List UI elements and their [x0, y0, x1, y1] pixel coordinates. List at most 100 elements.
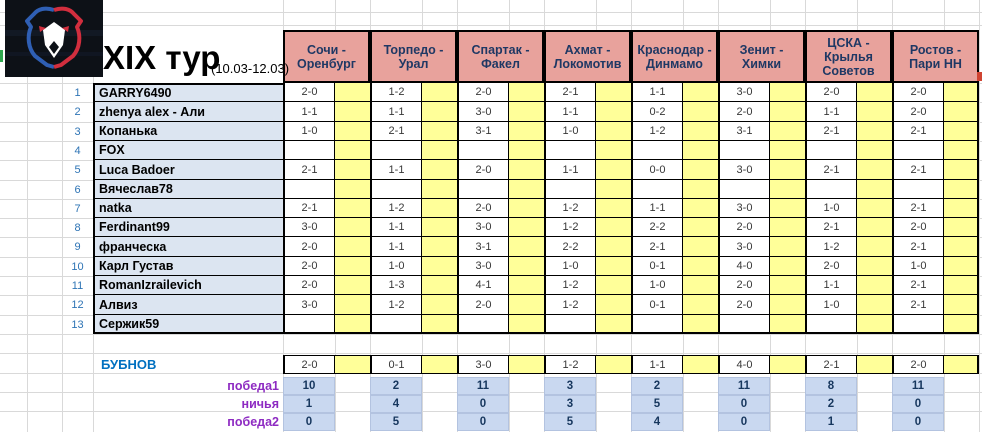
prediction-cell[interactable]: 2-2	[544, 237, 596, 257]
row-number[interactable]: 11	[71, 279, 84, 292]
points-cell[interactable]	[857, 83, 892, 102]
player-name-cell[interactable]: RomanIzrailevich	[93, 276, 283, 295]
prediction-cell[interactable]: 2-1	[892, 160, 944, 180]
points-cell[interactable]	[596, 237, 631, 257]
prediction-cell[interactable]: 2-1	[544, 83, 596, 102]
prediction-cell[interactable]: 3-0	[457, 218, 509, 237]
points-cell[interactable]	[770, 199, 805, 218]
points-cell[interactable]	[857, 160, 892, 180]
points-cell[interactable]	[770, 295, 805, 315]
prediction-cell[interactable]: 1-2	[370, 199, 422, 218]
prediction-cell[interactable]: 2-0	[718, 295, 770, 315]
points-cell[interactable]	[683, 102, 718, 122]
points-cell[interactable]	[422, 295, 457, 315]
points-cell[interactable]	[335, 315, 370, 334]
match-header-8[interactable]: Ростов - Пари НН	[892, 30, 979, 83]
points-cell[interactable]	[509, 141, 544, 160]
points-cell[interactable]	[944, 237, 979, 257]
points-cell[interactable]	[422, 141, 457, 160]
points-cell[interactable]	[683, 218, 718, 237]
points-cell[interactable]	[335, 218, 370, 237]
prediction-cell[interactable]: 3-0	[718, 237, 770, 257]
points-cell[interactable]	[683, 83, 718, 102]
stat-value-cell[interactable]: 3	[544, 377, 596, 395]
prediction-cell[interactable]	[805, 315, 857, 334]
bubnov-name-cell[interactable]: БУБНОВ	[101, 357, 157, 372]
points-cell[interactable]	[944, 315, 979, 334]
prediction-cell[interactable]	[718, 141, 770, 160]
stat-label-3[interactable]: победа2	[227, 415, 279, 429]
points-cell[interactable]	[944, 83, 979, 102]
prediction-cell[interactable]	[544, 315, 596, 334]
points-cell[interactable]	[944, 160, 979, 180]
bubnov-prediction-cell[interactable]: 1-1	[631, 355, 683, 374]
points-cell[interactable]	[944, 218, 979, 237]
prediction-cell[interactable]: 1-0	[805, 295, 857, 315]
points-cell[interactable]	[770, 160, 805, 180]
match-header-4[interactable]: Ахмат - Локомотив	[544, 30, 631, 83]
prediction-cell[interactable]: 1-3	[370, 276, 422, 295]
prediction-cell[interactable]: 0-1	[631, 257, 683, 276]
player-name-cell[interactable]: Копанька	[93, 122, 283, 141]
prediction-cell[interactable]: 1-1	[805, 102, 857, 122]
points-cell[interactable]	[596, 257, 631, 276]
prediction-cell[interactable]	[805, 141, 857, 160]
points-cell[interactable]	[422, 180, 457, 199]
prediction-cell[interactable]	[718, 180, 770, 199]
prediction-cell[interactable]	[370, 141, 422, 160]
points-cell[interactable]	[422, 122, 457, 141]
points-cell[interactable]	[683, 276, 718, 295]
player-name-cell[interactable]: natka	[93, 199, 283, 218]
points-cell[interactable]	[944, 122, 979, 141]
prediction-cell[interactable]: 1-2	[631, 122, 683, 141]
prediction-cell[interactable]: 1-0	[631, 276, 683, 295]
points-cell[interactable]	[596, 199, 631, 218]
points-cell[interactable]	[944, 199, 979, 218]
prediction-cell[interactable]: 2-1	[892, 237, 944, 257]
prediction-cell[interactable]	[457, 315, 509, 334]
points-cell[interactable]	[944, 180, 979, 199]
points-cell[interactable]	[596, 160, 631, 180]
bubnov-prediction-cell[interactable]: 0-1	[370, 355, 422, 374]
points-cell[interactable]	[857, 276, 892, 295]
points-cell[interactable]	[857, 295, 892, 315]
points-cell[interactable]	[857, 180, 892, 199]
points-cell[interactable]	[857, 237, 892, 257]
prediction-cell[interactable]: 2-1	[892, 122, 944, 141]
points-cell[interactable]	[770, 257, 805, 276]
points-cell[interactable]	[770, 218, 805, 237]
points-cell[interactable]	[509, 315, 544, 334]
points-cell[interactable]	[596, 83, 631, 102]
stat-value-cell[interactable]: 11	[718, 377, 770, 395]
points-cell[interactable]	[422, 237, 457, 257]
prediction-cell[interactable]: 1-1	[370, 160, 422, 180]
points-cell[interactable]	[509, 237, 544, 257]
points-cell[interactable]	[509, 257, 544, 276]
prediction-cell[interactable]: 2-1	[805, 160, 857, 180]
prediction-cell[interactable]: 1-2	[370, 83, 422, 102]
prediction-cell[interactable]	[631, 180, 683, 199]
prediction-cell[interactable]: 1-1	[805, 276, 857, 295]
bubnov-prediction-cell[interactable]: 2-0	[892, 355, 944, 374]
prediction-cell[interactable]: 2-1	[805, 218, 857, 237]
bubnov-points-cell[interactable]	[944, 355, 979, 374]
stat-value-cell[interactable]: 0	[892, 413, 944, 431]
prediction-cell[interactable]: 1-2	[370, 295, 422, 315]
player-name-cell[interactable]: франческа	[93, 237, 283, 257]
prediction-cell[interactable]: 1-2	[544, 295, 596, 315]
player-name-cell[interactable]: Вячеслав78	[93, 180, 283, 199]
row-number[interactable]: 7	[74, 202, 81, 215]
prediction-cell[interactable]: 1-0	[370, 257, 422, 276]
prediction-cell[interactable]: 3-0	[457, 257, 509, 276]
match-header-5[interactable]: Краснодар - Динмамо	[631, 30, 718, 83]
points-cell[interactable]	[857, 218, 892, 237]
row-number[interactable]: 10	[71, 260, 84, 273]
points-cell[interactable]	[683, 141, 718, 160]
player-name-cell[interactable]: Сержик59	[93, 315, 283, 334]
bubnov-points-cell[interactable]	[683, 355, 718, 374]
prediction-cell[interactable]: 2-0	[718, 276, 770, 295]
prediction-cell[interactable]: 1-1	[370, 237, 422, 257]
stat-value-cell[interactable]: 0	[457, 413, 509, 431]
bubnov-points-cell[interactable]	[422, 355, 457, 374]
points-cell[interactable]	[422, 276, 457, 295]
